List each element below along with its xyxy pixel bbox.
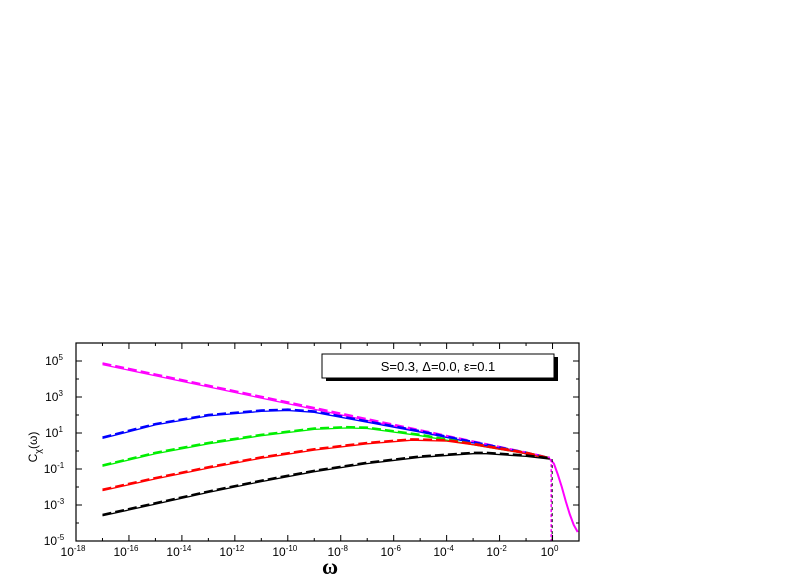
- x-tick-label: 10-16: [113, 544, 138, 559]
- x-tick-label: 10-18: [61, 544, 86, 559]
- legend-annotation: S=0.3, Δ=0.0, ε=0.1: [381, 359, 496, 374]
- legend-box: [321, 353, 555, 379]
- series-5-solid: [102, 453, 550, 517]
- x-tick-label: 10-2: [486, 544, 507, 559]
- y-axis-label: Cχ(ω): [26, 432, 43, 463]
- y-axis-label-sub: χ: [33, 449, 43, 454]
- x-tick-label: 10-14: [166, 544, 191, 559]
- y-tick-label: 10-1: [44, 461, 65, 476]
- y-axis-label-main: C: [26, 453, 40, 462]
- y-tick-label: 101: [45, 425, 63, 440]
- series-5-dashed: [102, 451, 551, 516]
- svg-text:Cχ(ω): Cχ(ω): [26, 432, 43, 463]
- x-tick-label: 10-12: [219, 544, 244, 559]
- plot-layer: [102, 362, 579, 541]
- x-tick-label: 10-4: [433, 544, 454, 559]
- x-tick-label: 100: [541, 544, 559, 559]
- y-tick-label: 10-5: [44, 533, 65, 548]
- y-axis-label-arg: (ω): [26, 432, 40, 449]
- y-tick-label: 105: [45, 353, 63, 368]
- x-tick-label: 10-8: [327, 544, 348, 559]
- y-tick-label: 103: [45, 389, 63, 404]
- series-4-solid: [102, 439, 551, 492]
- legend-layer: S=0.3, Δ=0.0, ε=0.1: [321, 353, 558, 381]
- x-tick-label: 10-10: [272, 544, 297, 559]
- tail-curve: [549, 458, 579, 533]
- series-2-dashed: [102, 408, 551, 459]
- series-4-dashed: [102, 438, 551, 491]
- plot-frame: [75, 342, 580, 542]
- x-axis-label: ω: [322, 554, 338, 579]
- axis-layer: 10-18 10-16 10-14 10-12 10-10 10-8 10-6 10-4 10-…: [44, 342, 580, 559]
- y-tick-label: 10-3: [44, 497, 65, 512]
- x-tick-label: 10-6: [380, 544, 401, 559]
